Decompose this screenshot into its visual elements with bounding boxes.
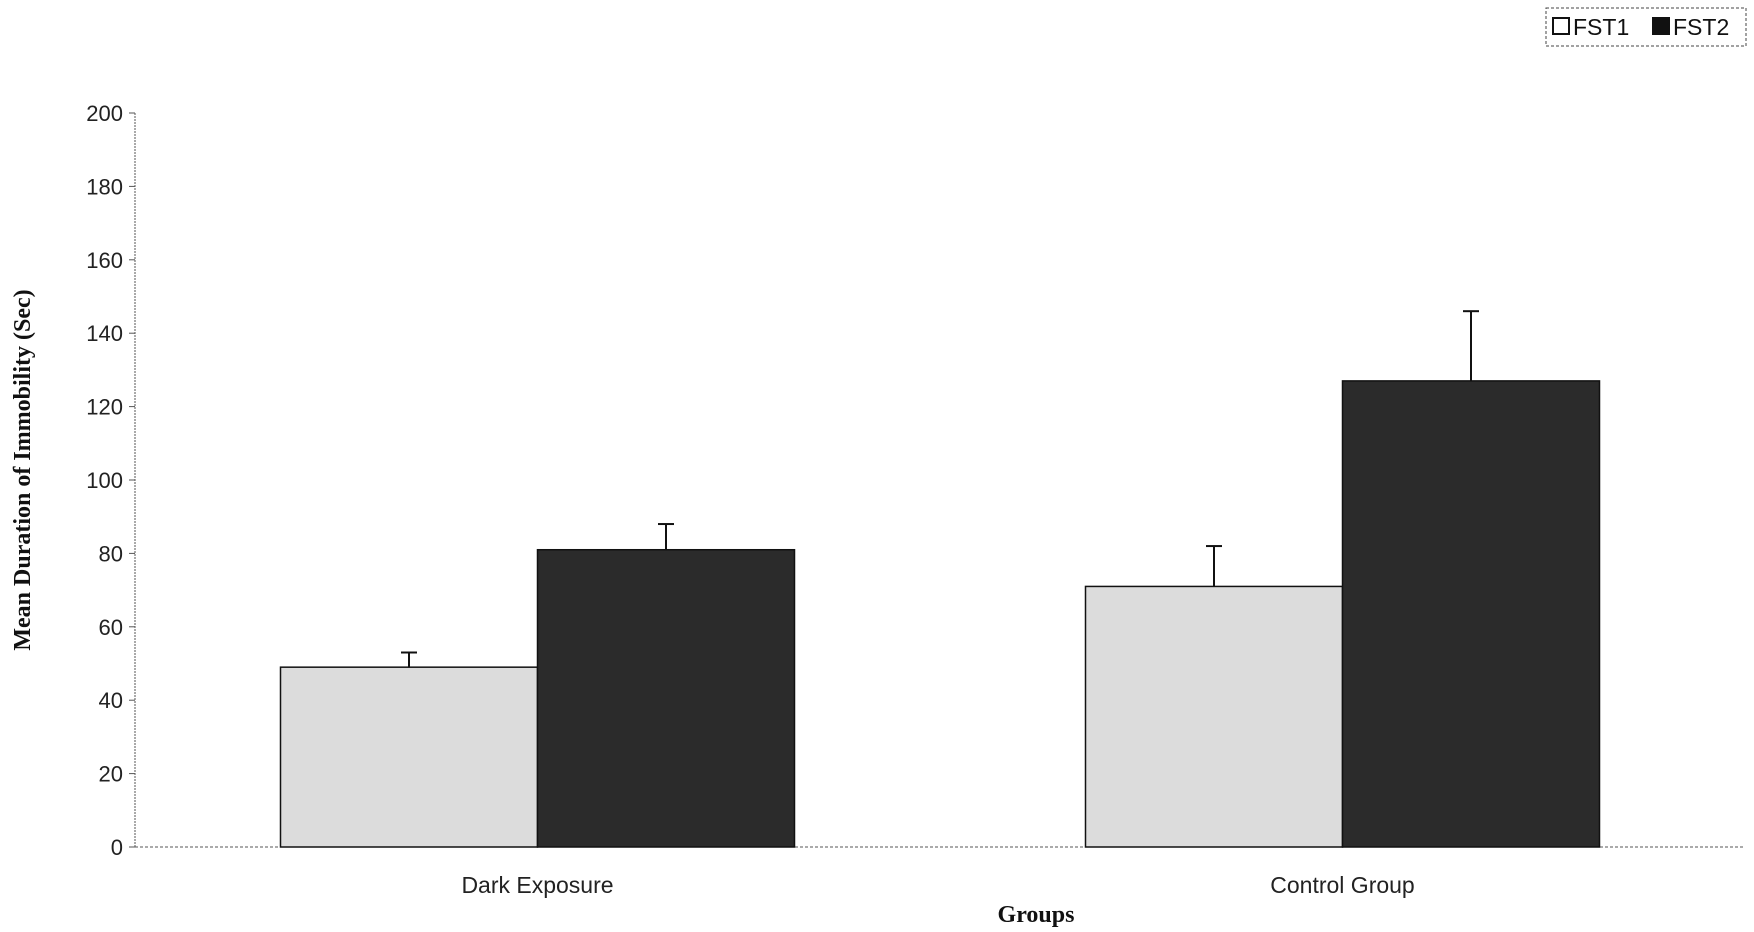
y-tick-label: 160 (86, 248, 123, 273)
bar-fst2-0 (536, 548, 796, 848)
bars (279, 380, 1601, 848)
legend-frame (1545, 7, 1747, 47)
x-tick-label: Control Group (1270, 872, 1414, 898)
y-axis-title: Mean Duration of Immobility (Sec) (10, 289, 36, 650)
bar-fst2-1 (1341, 380, 1601, 848)
y-tick-label: 120 (86, 395, 123, 420)
legend: FST1 FST2 (1545, 7, 1747, 47)
y-tick-label: 60 (99, 615, 123, 640)
y-tick-label: 180 (86, 174, 123, 199)
y-tick-label: 200 (86, 101, 123, 126)
y-tick-label: 100 (86, 468, 123, 493)
y-tick-label: 140 (86, 321, 123, 346)
y-tick-label: 0 (111, 835, 123, 860)
x-tick-label: Dark Exposure (461, 872, 613, 898)
error-bars (401, 310, 1479, 668)
legend-swatch-fst1 (1552, 17, 1570, 35)
legend-label-fst1: FST1 (1573, 14, 1629, 40)
bar-fst1-0 (279, 666, 539, 848)
x-axis-title: Groups (998, 902, 1075, 928)
legend-swatch-fst2 (1652, 17, 1670, 35)
y-tick-label: 40 (99, 688, 123, 713)
legend-label-fst2: FST2 (1673, 14, 1729, 40)
x-axis: Dark Exposure Control Group (135, 846, 1745, 898)
bar-fst1-1 (1084, 585, 1344, 848)
y-tick-label: 80 (99, 541, 123, 566)
y-tick-label: 20 (99, 762, 123, 787)
y-axis: 0 20 40 60 80 100 120 140 160 180 200 (86, 101, 136, 860)
